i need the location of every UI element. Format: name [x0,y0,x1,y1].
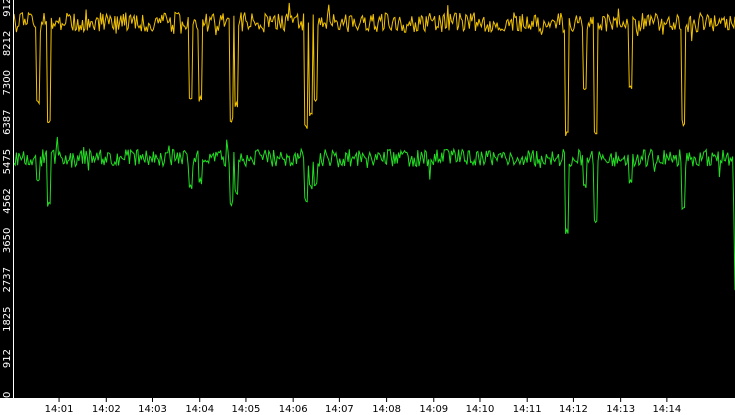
x-tick-label: 14:04 [185,404,214,415]
x-tick-label: 14:03 [138,404,167,415]
x-tick-label: 14:01 [45,404,74,415]
x-tick-label: 14:07 [325,404,354,415]
y-tick-label: 7300 [2,70,13,95]
x-tick-label: 14:12 [559,404,588,415]
x-tick-label: 14:08 [372,404,401,415]
x-axis-band [0,398,735,415]
y-tick-label: 1825 [2,306,13,331]
y-tick-layer: 0 912 1825 2737 3650 4562 5475 6387 7300 8212 9125 [2,0,13,398]
x-tick-label: 14:05 [232,404,261,415]
y-tick-label: 5475 [2,149,13,174]
y-tick-label: 3650 [2,228,13,253]
y-tick-label: 6387 [2,109,13,134]
x-tick-layer: 14:01 14:02 14:03 14:04 14:05 14:06 14:07 14:08… [45,398,681,415]
x-tick-label: 14:13 [606,404,635,415]
y-tick-label: 912 [2,349,13,368]
x-tick-label: 14:09 [419,404,448,415]
x-tick-label: 14:11 [513,404,542,415]
y-tick-label: 4562 [2,188,13,213]
x-tick-label: 14:06 [279,404,308,415]
y-tick-label: 0 [2,392,13,398]
x-tick-label: 14:14 [652,404,681,415]
series-layer [13,2,735,291]
x-tick-label: 14:10 [466,404,495,415]
series-line [13,136,735,291]
series-line [13,2,735,137]
y-tick-label: 2737 [2,267,13,292]
y-tick-label: 9125 [2,0,13,17]
y-tick-label: 8212 [2,31,13,56]
x-tick-label: 14:02 [92,404,121,415]
